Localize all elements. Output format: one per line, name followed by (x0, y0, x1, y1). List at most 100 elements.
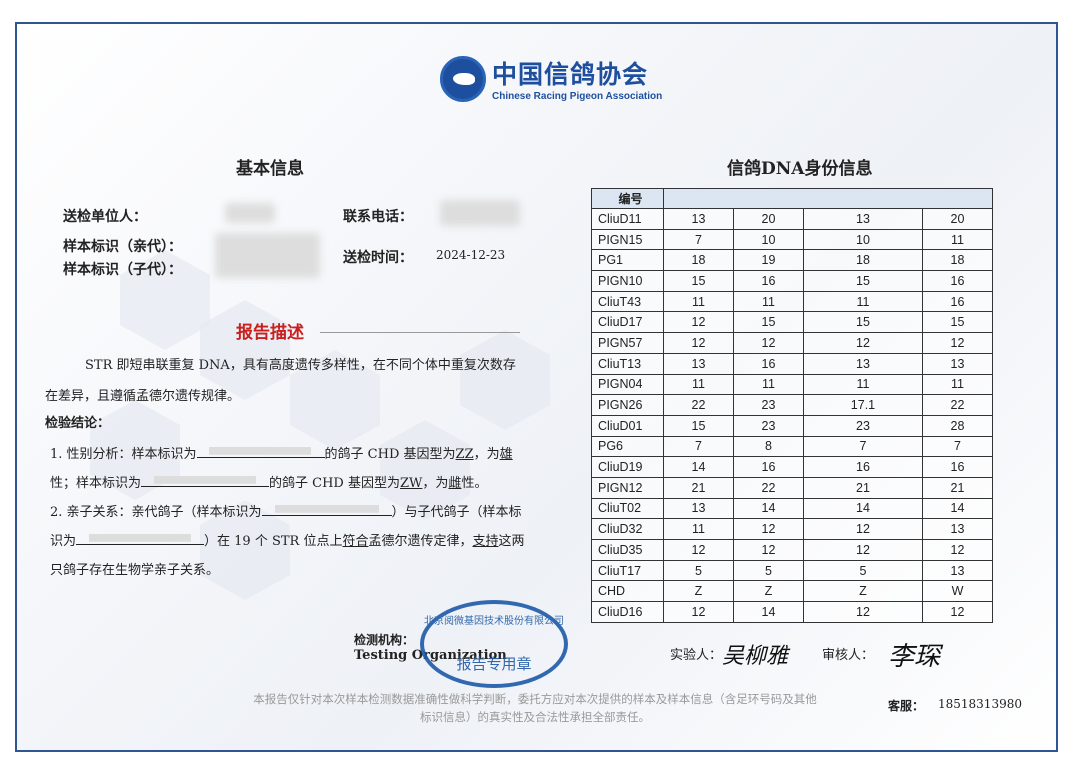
table-row: CliuD32 11 12 12 13 (591, 518, 994, 540)
locus-name: CliuT02 (591, 497, 664, 520)
tester-signature: 吴柳雅 (722, 644, 789, 669)
allele-value: 12 (802, 518, 923, 540)
allele-value: Z (663, 580, 734, 603)
allele-value: 11 (663, 290, 734, 313)
allele-value: 13 (802, 208, 923, 230)
allele-value: 12 (921, 332, 994, 354)
tester-label: 实验人： (670, 648, 723, 663)
allele-value: 22 (663, 394, 734, 416)
child-id-label: 样本标识（子代）： (63, 262, 182, 278)
service-phone: 18518313980 (938, 697, 1022, 711)
locus-name: PIGN12 (591, 476, 664, 499)
allele-value: 18 (802, 249, 923, 272)
allele-value: 12 (921, 601, 994, 623)
allele-value: 18 (663, 249, 734, 272)
allele-value: 23 (802, 414, 923, 437)
sender-value-redacted (225, 203, 275, 223)
service-label: 客服： (888, 699, 925, 713)
table-row: PIGN26 22 23 17.1 22 (591, 394, 994, 416)
report-title: 报告描述 (236, 323, 304, 343)
allele-value: 22 (921, 394, 994, 416)
allele-value: 13 (663, 208, 734, 230)
allele-value: 13 (921, 352, 994, 375)
disclaimer: 本报告仅针对本次样本检测数据准确性做科学判断，委托方应对本次提供的样本及样本信息… (253, 692, 817, 724)
table-row: PIGN12 21 22 21 21 (591, 476, 994, 499)
allele-value: 11 (802, 373, 923, 396)
allele-value: 12 (732, 518, 804, 540)
allele-value: 11 (732, 373, 804, 396)
allele-value: 13 (663, 497, 734, 520)
locus-name: CliuT43 (591, 290, 664, 313)
table-row: CliuD35 12 12 12 12 (591, 539, 994, 561)
allele-value: 23 (732, 394, 804, 416)
allele-value: 7 (802, 435, 923, 458)
allele-value: 16 (732, 352, 804, 375)
allele-value: 22 (732, 476, 804, 499)
allele-value: 13 (921, 559, 994, 582)
allele-value: 7 (663, 228, 734, 251)
allele-value: 12 (802, 332, 923, 354)
allele-value: 14 (921, 497, 994, 520)
allele-value: 5 (732, 559, 804, 582)
allele-value: 19 (732, 249, 804, 272)
locus-name: CliuD35 (591, 539, 664, 561)
allele-value: 12 (663, 601, 734, 623)
allele-value: Z (802, 580, 923, 603)
table-row: CHD Z Z Z W (591, 580, 994, 603)
allele-value: 5 (802, 559, 923, 582)
allele-value: 15 (921, 311, 994, 334)
table-row: PG6 7 8 7 7 (591, 435, 994, 458)
allele-value: 5 (663, 559, 734, 582)
dna-table: 编号 CliuD11 13 20 13 20 PIGN15 7 10 10 11 PG1 18 19 18… (591, 188, 994, 623)
locus-name: CliuD32 (591, 518, 664, 540)
locus-name: CliuD17 (591, 311, 664, 334)
allele-value: 7 (663, 435, 734, 458)
allele-value: 21 (802, 476, 923, 499)
locus-name: PIGN26 (591, 394, 664, 416)
basic-info-title: 基本信息 (236, 159, 304, 179)
sample-ids-redacted (215, 233, 320, 278)
parent-id-label: 样本标识（亲代）： (63, 239, 182, 255)
conclusion-2: 2. 亲子关系：亲代鸽子（样本标识为 ）与子代鸽子（样本标识为 ）在 19 个 ST… (50, 498, 525, 585)
allele-value: 20 (921, 208, 994, 230)
locus-name: CHD (591, 580, 664, 603)
org-name-en: Chinese Racing Pigeon Association (492, 91, 663, 102)
allele-value: 16 (732, 270, 804, 292)
allele-value: 14 (663, 456, 734, 478)
table-row: CliuD11 13 20 13 20 (591, 208, 994, 230)
allele-value: 16 (921, 456, 994, 478)
allele-value: W (921, 580, 994, 603)
allele-value: 11 (663, 518, 734, 540)
org-name-cn: 中国信鸽协会 (492, 60, 649, 89)
time-label: 送检时间： (343, 250, 413, 266)
locus-name: PIGN10 (591, 270, 664, 292)
allele-value: 12 (732, 332, 804, 354)
testing-org-label: 检测机构： (354, 633, 415, 647)
reviewer-label: 审核人： (822, 648, 875, 663)
allele-value: 11 (663, 373, 734, 396)
allele-value: 18 (921, 249, 994, 272)
allele-value: 11 (732, 290, 804, 313)
allele-value: 21 (663, 476, 734, 499)
table-row: CliuT02 13 14 14 14 (591, 497, 994, 520)
table-row: PIGN15 7 10 10 11 (591, 228, 994, 251)
allele-value: 15 (663, 414, 734, 437)
allele-value: 23 (732, 414, 804, 437)
allele-value: 14 (732, 601, 804, 623)
allele-value: 7 (921, 435, 994, 458)
allele-value: 8 (732, 435, 804, 458)
dna-info-title: 信鸽DNA身份信息 (727, 159, 873, 179)
locus-name: PIGN04 (591, 373, 664, 396)
locus-name: CliuT17 (591, 559, 664, 582)
table-row: CliuD01 15 23 23 28 (591, 414, 994, 437)
allele-value: 13 (663, 352, 734, 375)
locus-name: CliuD01 (591, 414, 664, 437)
conclusion-1: 1. 性别分析：样本标识为 的鸽子 CHD 基因型为ZZ，为雄性；样本标识为 的鸽子… (50, 440, 525, 498)
time-value: 2024-12-23 (436, 248, 506, 262)
allele-value: 12 (802, 539, 923, 561)
allele-value: 13 (802, 352, 923, 375)
allele-value: 12 (663, 539, 734, 561)
allele-value: 21 (921, 476, 994, 499)
table-row: CliuD16 12 14 12 12 (591, 601, 994, 623)
report-paragraph: STR 即短串联重复 DNA，具有高度遗传多样性，在不同个体中重复次数存在差异，… (45, 358, 516, 404)
